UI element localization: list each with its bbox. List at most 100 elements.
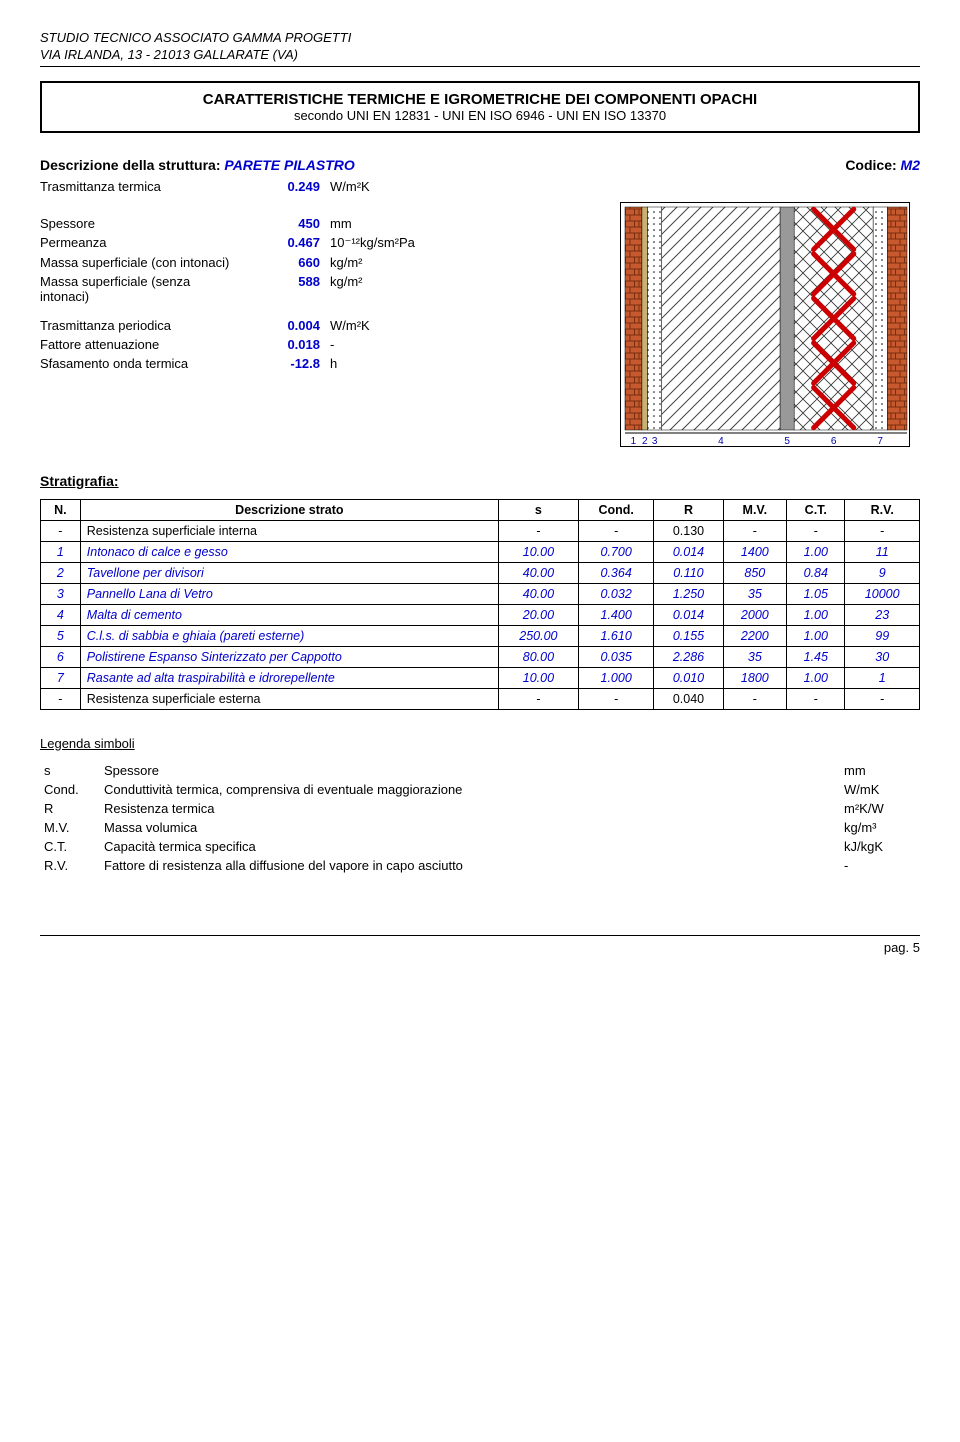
- legend-unit: m²K/W: [840, 799, 920, 818]
- table-cell: 1.05: [787, 583, 845, 604]
- table-cell: -: [723, 520, 787, 541]
- property-value: 0.018: [240, 337, 330, 352]
- property-label: Permeanza: [40, 235, 240, 250]
- property-unit: -: [330, 337, 450, 352]
- table-row: -Resistenza superficiale esterna--0.040-…: [41, 688, 920, 709]
- legend-symbol: R.V.: [40, 856, 100, 875]
- props1-block: Spessore450mm Permeanza0.46710⁻¹²kg/sm²Pa…: [40, 216, 620, 304]
- property-unit: kg/m²: [330, 255, 450, 270]
- table-cell: 0.014: [654, 604, 723, 625]
- table-row: 6Polistirene Espanso Sinterizzato per Ca…: [41, 646, 920, 667]
- property-label: Sfasamento onda termica: [40, 356, 240, 371]
- property-value: -12.8: [240, 356, 330, 371]
- legend-desc: Spessore: [100, 761, 840, 780]
- table-cell: Resistenza superficiale esterna: [80, 688, 498, 709]
- table-cell: -: [787, 688, 845, 709]
- property-row: Permeanza0.46710⁻¹²kg/sm²Pa: [40, 235, 620, 251]
- code-value: M2: [901, 157, 920, 173]
- table-row: 2Tavellone per divisori40.000.3640.11085…: [41, 562, 920, 583]
- title-line1: CARATTERISTICHE TERMICHE E IGROMETRICHE …: [52, 91, 908, 108]
- table-header-cell: N.: [41, 499, 81, 520]
- table-cell: 1.000: [578, 667, 654, 688]
- legend-row: sSpessoremm: [40, 761, 920, 780]
- table-cell: Malta di cemento: [80, 604, 498, 625]
- table-cell: 0.700: [578, 541, 654, 562]
- table-cell: 1.610: [578, 625, 654, 646]
- table-cell: 40.00: [498, 562, 578, 583]
- property-unit: kg/m²: [330, 274, 450, 289]
- table-row: 3Pannello Lana di Vetro40.000.0321.25035…: [41, 583, 920, 604]
- property-row: Massa superficiale (con intonaci)660kg/m…: [40, 255, 620, 270]
- legend-unit: W/mK: [840, 780, 920, 799]
- legend-symbol: s: [40, 761, 100, 780]
- table-cell: -: [498, 520, 578, 541]
- table-cell: 1800: [723, 667, 787, 688]
- table-cell: 0.110: [654, 562, 723, 583]
- property-unit: W/m²K: [330, 318, 450, 333]
- table-cell: 0.130: [654, 520, 723, 541]
- table-cell: -: [498, 688, 578, 709]
- legend-table: sSpessoremmCond.Conduttività termica, co…: [40, 761, 920, 875]
- svg-text:2: 2: [642, 436, 648, 447]
- property-value: 660: [240, 255, 330, 270]
- legend-symbol: M.V.: [40, 818, 100, 837]
- trasmittanza-label: Trasmittanza termica: [40, 179, 240, 194]
- page-number: pag. 5: [884, 940, 920, 955]
- property-row: Spessore450mm: [40, 216, 620, 231]
- structure-label: Descrizione della struttura:: [40, 157, 221, 173]
- table-cell: 23: [845, 604, 920, 625]
- code-label: Codice:: [845, 157, 896, 173]
- legend-desc: Resistenza termica: [100, 799, 840, 818]
- legend-desc: Massa volumica: [100, 818, 840, 837]
- property-row: Massa superficiale (senza intonaci)588kg…: [40, 274, 620, 304]
- table-cell: 10.00: [498, 541, 578, 562]
- table-cell: Intonaco di calce e gesso: [80, 541, 498, 562]
- table-cell: -: [723, 688, 787, 709]
- property-value: 450: [240, 216, 330, 231]
- table-cell: 1.45: [787, 646, 845, 667]
- svg-text:5: 5: [784, 436, 790, 447]
- diagram-svg: 1234567: [621, 203, 911, 448]
- stratigraphy-title: Stratigrafia:: [40, 473, 920, 489]
- legend-desc: Conduttività termica, comprensiva di eve…: [100, 780, 840, 799]
- table-cell: 2.286: [654, 646, 723, 667]
- table-cell: Tavellone per divisori: [80, 562, 498, 583]
- table-cell: 3: [41, 583, 81, 604]
- props2-block: Trasmittanza periodica0.004W/m²KFattore …: [40, 318, 620, 371]
- property-label: Trasmittanza periodica: [40, 318, 240, 333]
- table-cell: 1.00: [787, 625, 845, 646]
- table-cell: 99: [845, 625, 920, 646]
- table-row: -Resistenza superficiale interna--0.130-…: [41, 520, 920, 541]
- trasmittanza-row: Trasmittanza termica 0.249 W/m²K: [40, 179, 920, 194]
- cross-section-diagram: 1234567: [620, 202, 910, 447]
- table-header-cell: C.T.: [787, 499, 845, 520]
- property-value: 0.467: [240, 235, 330, 250]
- property-value: 0.004: [240, 318, 330, 333]
- table-cell: 0.040: [654, 688, 723, 709]
- legend-symbol: C.T.: [40, 837, 100, 856]
- legend-unit: kJ/kgK: [840, 837, 920, 856]
- legend-desc: Capacità termica specifica: [100, 837, 840, 856]
- table-cell: 2200: [723, 625, 787, 646]
- legend-desc: Fattore di resistenza alla diffusione de…: [100, 856, 840, 875]
- table-cell: -: [41, 688, 81, 709]
- svg-text:3: 3: [652, 436, 658, 447]
- table-header-cell: Cond.: [578, 499, 654, 520]
- svg-text:7: 7: [877, 436, 883, 447]
- letterhead-line2: VIA IRLANDA, 13 - 21013 GALLARATE (VA): [40, 47, 920, 64]
- table-cell: -: [578, 688, 654, 709]
- letterhead-line1: STUDIO TECNICO ASSOCIATO GAMMA PROGETTI: [40, 30, 920, 47]
- table-row: 7Rasante ad alta traspirabilità e idrore…: [41, 667, 920, 688]
- table-cell: 0.035: [578, 646, 654, 667]
- page-footer: pag. 5: [40, 935, 920, 955]
- table-cell: 4: [41, 604, 81, 625]
- table-cell: 0.155: [654, 625, 723, 646]
- page: STUDIO TECNICO ASSOCIATO GAMMA PROGETTI …: [0, 0, 960, 995]
- svg-text:1: 1: [631, 436, 637, 447]
- trasmittanza-unit: W/m²K: [330, 179, 450, 194]
- table-header-row: N.Descrizione stratosCond.RM.V.C.T.R.V.: [41, 499, 920, 520]
- property-value: 588: [240, 274, 330, 289]
- table-cell: 1.00: [787, 604, 845, 625]
- table-cell: 30: [845, 646, 920, 667]
- table-cell: Rasante ad alta traspirabilità e idrorep…: [80, 667, 498, 688]
